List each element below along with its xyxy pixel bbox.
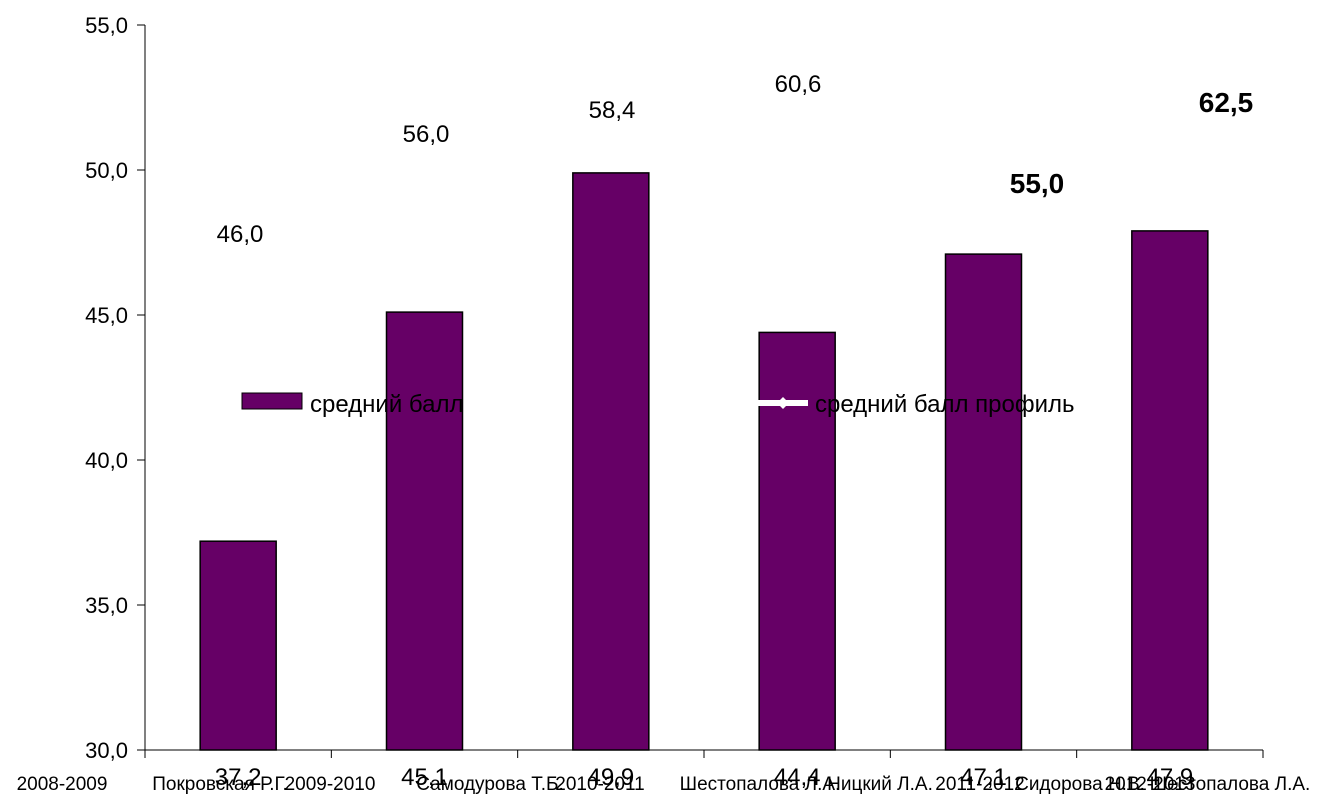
category-label: Покровская Р.Г. (152, 774, 288, 794)
line-value-label: 55,0 (1010, 168, 1065, 199)
y-tick-label: 50,0 (85, 158, 128, 183)
line-value-label: 56,0 (403, 121, 450, 148)
legend-swatch-bar (241, 392, 303, 410)
line-value-label: 46,0 (217, 221, 264, 248)
legend: средний балл средний балл профиль (241, 391, 1074, 418)
bar-value-label: 44,4 (774, 764, 821, 791)
line-value-label: 60,6 (775, 71, 822, 98)
category-label: 2010-2011 (555, 774, 644, 794)
legend-label-line: средний балл профиль (815, 391, 1074, 418)
y-tick-label: 35,0 (85, 593, 128, 618)
legend-label-bar: средний балл (310, 391, 463, 418)
category-label: Самодурова Т.Б. (416, 774, 563, 794)
category-label: Сидорова Н.В. (1015, 774, 1145, 794)
category-label: Шестопалова Л.А. (680, 774, 841, 794)
plot-area: 55,0 50,0 45,0 40,0 35,0 30,0 2008-2009 Покровс… (17, 13, 1311, 794)
y-tick-label: 40,0 (85, 448, 128, 473)
bar-value-label: 45,1 (401, 764, 448, 791)
bar-value-label: 49,9 (587, 764, 634, 791)
bar (944, 253, 1023, 751)
bar (385, 311, 464, 751)
y-tick-label: 45,0 (85, 303, 128, 328)
category-label: 2011-2012 (935, 774, 1024, 794)
bar (572, 172, 650, 751)
legend-marker-diamond (777, 397, 789, 409)
bar-value-label: 47,1 (960, 764, 1007, 791)
category-label: Ницкий Л.А. (827, 774, 933, 794)
line-value-label: 62,5 (1199, 87, 1254, 118)
category-label: Шестопалова Л.А. (1150, 774, 1311, 794)
bar-value-label: 37,2 (215, 764, 262, 791)
line-value-label: 58,4 (589, 97, 636, 124)
category-label: 2012-2013 (1105, 774, 1196, 794)
y-tick-label: 55,0 (85, 13, 128, 38)
category-label: 2008-2009 (17, 774, 108, 794)
bar (1131, 230, 1209, 751)
bar (199, 540, 277, 751)
bar-value-label: 47,9 (1146, 764, 1193, 791)
category-label: 2009-2010 (285, 774, 376, 794)
y-tick-label: 30,0 (85, 738, 128, 763)
